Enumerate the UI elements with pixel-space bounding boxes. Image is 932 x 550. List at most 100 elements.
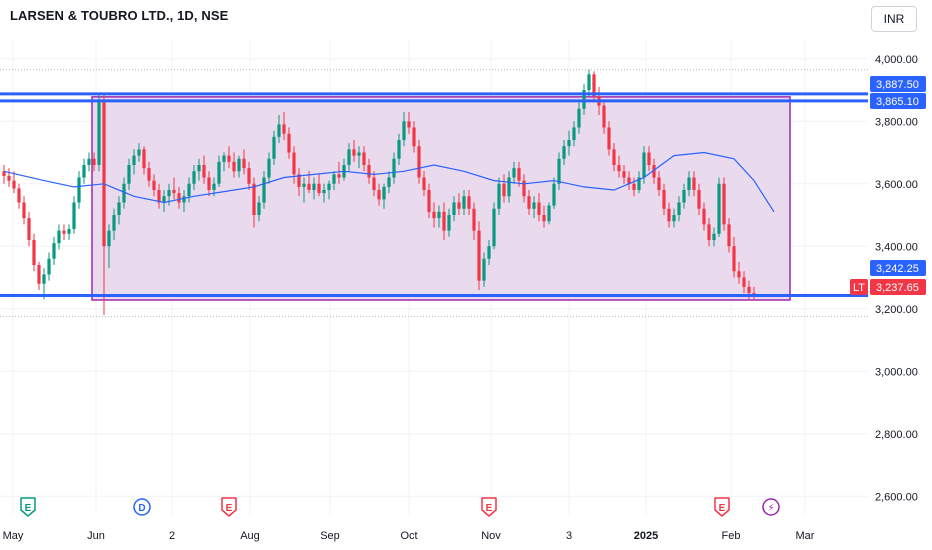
price-axis[interactable]: 4,000.00 3,800.00 3,600.00 3,400.00 3,200.00… [850,54,926,504]
candle [622,165,626,184]
candle-body [152,180,156,190]
candle [122,177,126,209]
candle-body [717,183,721,234]
candle [292,146,296,184]
candle [562,140,566,165]
candle-body [592,74,596,97]
candle [62,224,66,240]
event-marker-dividend[interactable]: D [133,498,151,516]
x-tick-label: 2 [169,530,175,542]
price-level-label: 3,865.10 [870,93,926,109]
price-level-label-text: 3,242.25 [876,263,919,275]
candle [97,93,101,172]
candle-body [657,177,661,190]
candle [257,196,261,222]
chart-title: LARSEN & TOUBRO LTD., 1D, NSE [10,8,229,23]
event-marker-earnings[interactable]: E [714,497,730,517]
candle-body [267,158,271,178]
y-tick-label: 3,800.00 [875,116,918,128]
candle [727,218,731,253]
candle-body [532,202,536,209]
candle-body [392,158,396,178]
candle [102,93,106,315]
candle [492,202,496,250]
candle [277,115,281,144]
event-marker-earnings[interactable]: E [481,497,497,517]
event-marker-earnings[interactable]: E [20,497,36,517]
candle-body [687,177,691,190]
candle-body [697,190,701,209]
candle [152,174,156,197]
candle-body [177,193,181,203]
candle [722,177,726,231]
candle-body [302,183,306,187]
candle [382,183,386,209]
candle-body [637,177,641,190]
candle-body [137,149,141,156]
event-marker-earnings[interactable]: E [221,497,237,517]
candle-body [272,136,276,159]
candle-body [237,158,241,172]
candle [377,183,381,206]
range-box[interactable] [91,96,791,301]
event-marker-symbol: E [25,503,32,514]
candle [427,183,431,219]
candle-body [22,202,26,219]
price-level-label-bg [870,76,926,92]
current-price-value: 3,237.65 [876,282,919,294]
candle-body [472,208,476,231]
candle [707,218,711,247]
candle [177,186,181,209]
candle [252,177,256,228]
candle-body [277,124,281,137]
candle-body [387,177,391,187]
candle-body [42,274,46,284]
candle-body [117,202,121,215]
candle-body [482,258,486,281]
candle-body [502,183,506,197]
candle-body [677,202,681,215]
candle-body [462,196,466,209]
candle [717,177,721,237]
event-marker-symbol: ⚡ [767,503,774,514]
candle [487,240,491,265]
candle [157,183,161,209]
event-marker-symbol: E [486,503,493,514]
candle-body [647,152,651,165]
candle [687,171,691,197]
x-tick-label: Feb [722,530,741,542]
candle [532,196,536,219]
candle-body [122,183,126,203]
candle [497,177,501,215]
candle-body [132,155,136,165]
candle-body [412,127,416,147]
currency-selector[interactable]: INR [871,6,917,32]
candle-body [307,183,311,190]
candle [222,152,226,172]
candle-body [492,208,496,247]
event-marker-split[interactable]: ⚡ [762,498,780,516]
candle [592,71,596,103]
time-axis[interactable]: May Jun 2 Aug Sep Oct Nov 3 2025 Feb Mar [3,530,815,542]
event-markers[interactable]: E D E E E ⚡ [20,497,780,517]
candle [567,130,571,156]
event-marker-symbol: E [226,503,233,514]
candle [357,146,361,169]
range-box-layer [91,96,791,301]
candle [72,196,76,234]
candle-body [527,196,531,209]
candle-body [192,171,196,184]
candle-body [642,152,646,178]
candle-body [452,202,456,215]
candle-body [692,177,696,190]
candle [702,202,706,231]
candle [512,161,516,184]
y-tick-label: 4,000.00 [875,54,918,66]
candle [22,196,26,225]
candle [507,171,511,203]
candle-body [92,158,96,165]
candle [582,83,586,115]
candle-body [367,165,371,178]
candle-body [62,230,66,234]
